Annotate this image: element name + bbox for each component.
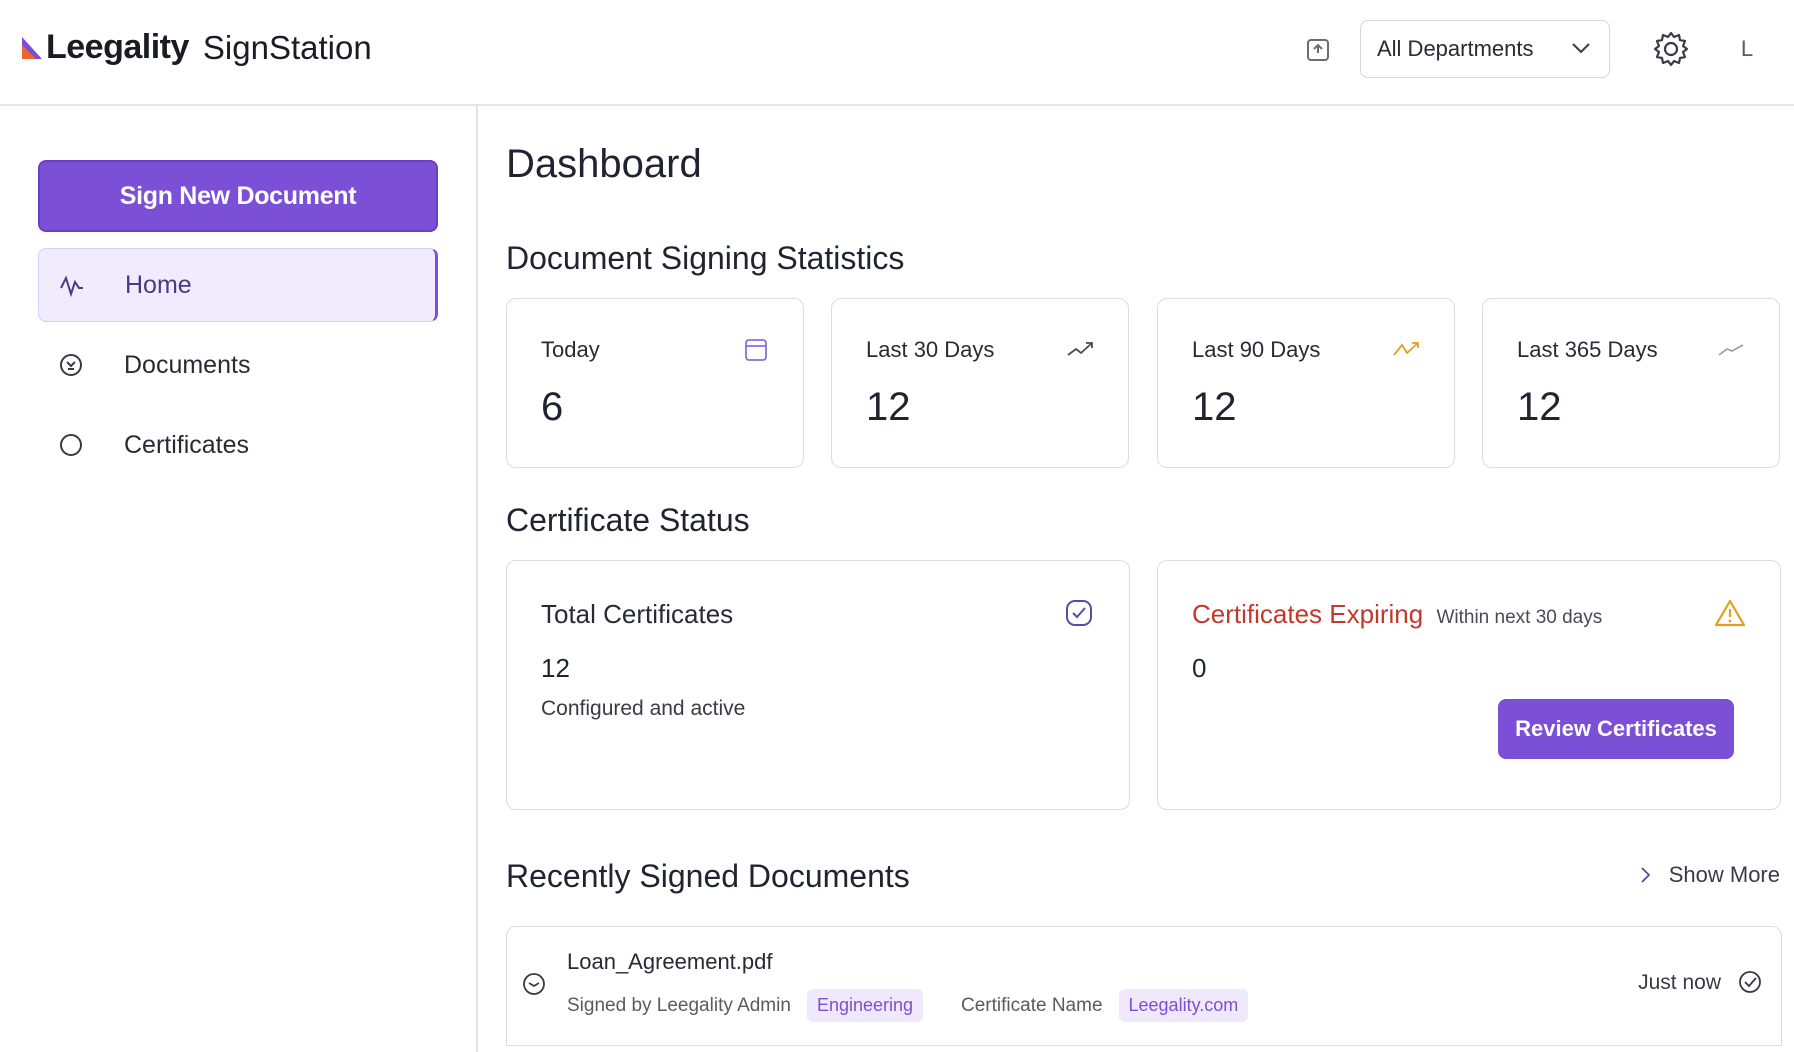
calendar-icon	[741, 337, 771, 363]
logo-mark-icon	[18, 33, 44, 63]
total-certificates-card: Total Certificates 12 Configured and act…	[506, 560, 1130, 810]
expiring-certificates-card: Certificates Expiring Within next 30 day…	[1157, 560, 1781, 810]
expiring-certificates-label: Certificates Expiring Within next 30 day…	[1192, 599, 1602, 630]
department-select[interactable]: All Departments	[1360, 20, 1610, 78]
department-select-value: All Departments	[1377, 36, 1534, 61]
certificate-name-tag: Leegality.com	[1118, 989, 1249, 1022]
document-icon	[56, 350, 86, 380]
upload-box-icon[interactable]	[1304, 36, 1332, 64]
brand-name: Leegality	[46, 28, 189, 66]
stat-card-last-30-days: Last 30 Days 12	[831, 298, 1129, 468]
sign-new-document-button[interactable]: Sign New Document	[38, 160, 438, 232]
gear-icon[interactable]	[1650, 28, 1692, 70]
sidebar-item-home[interactable]: Home	[38, 248, 438, 322]
certificate-section-title: Certificate Status	[506, 502, 750, 538]
expiring-label-sub: Within next 30 days	[1436, 607, 1603, 628]
document-meta: Signed by Leegality Admin Engineering Ce…	[567, 989, 1249, 1022]
stat-value: 12	[866, 385, 911, 429]
warning-icon	[1714, 597, 1746, 629]
sidebar-item-label: Certificates	[124, 430, 250, 459]
stat-label: Last 90 Days	[1192, 337, 1321, 362]
total-certificates-sub: Configured and active	[541, 697, 746, 720]
trend-up-icon	[1066, 337, 1096, 363]
stat-card-today: Today 6	[506, 298, 804, 468]
page-title: Dashboard	[506, 142, 702, 186]
stat-card-last-90-days: Last 90 Days 12	[1157, 298, 1455, 468]
signed-time: Just now	[1638, 971, 1721, 994]
stat-value: 12	[1517, 385, 1562, 429]
signed-by-label: Signed by Leegality Admin	[567, 994, 791, 1016]
review-certificates-button[interactable]: Review Certificates	[1498, 699, 1734, 759]
signed-document-icon	[521, 971, 547, 997]
chevron-down-icon	[1571, 41, 1591, 55]
expiring-label-main: Certificates Expiring	[1192, 599, 1424, 629]
document-filename[interactable]: Loan_Agreement.pdf	[567, 949, 773, 974]
check-circle-icon	[1737, 969, 1763, 995]
stats-section-title: Document Signing Statistics	[506, 240, 905, 276]
product-name: SignStation	[202, 28, 372, 66]
sidebar-item-documents[interactable]: Documents	[38, 328, 438, 402]
total-certificates-value: 12	[541, 653, 570, 683]
check-badge-icon	[1063, 597, 1095, 629]
table-row[interactable]: Loan_Agreement.pdf Signed by Leegality A…	[506, 926, 1782, 1046]
show-more-label: Show More	[1668, 862, 1780, 887]
sidebar-item-label: Documents	[124, 350, 251, 379]
signed-by-tag: Engineering	[806, 989, 924, 1022]
stat-value: 12	[1192, 385, 1237, 429]
stat-value: 6	[541, 385, 564, 429]
top-header: Leegality SignStation All Departments L	[0, 0, 1794, 106]
recent-section-title: Recently Signed Documents	[506, 858, 910, 894]
sidebar-item-label: Home	[125, 270, 192, 299]
trend-up-icon	[1392, 337, 1422, 363]
stat-card-last-365-days: Last 365 Days 12	[1482, 298, 1780, 468]
activity-icon	[57, 270, 87, 300]
total-certificates-label: Total Certificates	[541, 599, 734, 629]
sidebar: Sign New Document Home Documents Certifi…	[0, 106, 478, 1052]
chevron-right-icon	[1635, 864, 1657, 886]
show-more-link[interactable]: Show More	[1635, 862, 1780, 888]
trend-up-icon	[1717, 337, 1747, 363]
expiring-certificates-value: 0	[1192, 653, 1207, 683]
logo[interactable]: Leegality SignStation	[18, 28, 372, 67]
stat-label: Last 30 Days	[866, 337, 995, 362]
avatar[interactable]: L	[1740, 36, 1754, 61]
stat-label: Today	[541, 337, 600, 362]
circle-icon	[56, 430, 86, 460]
stat-label: Last 365 Days	[1517, 337, 1658, 362]
sidebar-item-certificates[interactable]: Certificates	[38, 408, 438, 482]
main-content: Dashboard Document Signing Statistics To…	[480, 106, 1794, 1052]
certificate-name-label: Certificate Name	[961, 994, 1103, 1016]
